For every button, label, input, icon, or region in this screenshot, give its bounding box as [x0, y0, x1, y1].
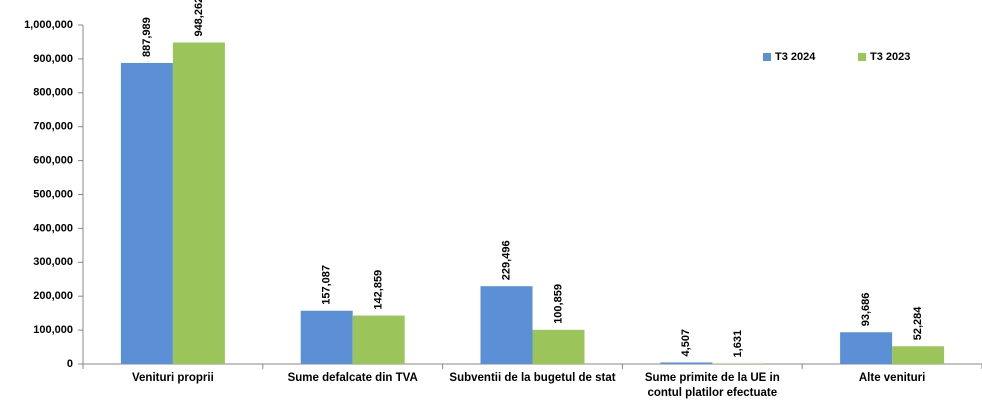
legend-swatch	[858, 53, 866, 61]
y-tick-label: 400,000	[33, 222, 73, 234]
x-tick-label: Subventii de la bugetul de stat	[449, 372, 616, 384]
bar	[660, 362, 713, 364]
data-label: 4,507	[680, 329, 692, 357]
y-tick-label: 1,000,000	[24, 19, 73, 31]
x-tick-label: Sume primite de la UE in contul platilor…	[644, 372, 780, 399]
y-tick-label: 0	[67, 358, 73, 370]
y-tick-label: 200,000	[33, 290, 73, 302]
legend-swatch	[763, 53, 771, 61]
y-tick-label: 100,000	[33, 324, 73, 336]
bar	[480, 286, 533, 364]
bar	[352, 315, 405, 364]
x-tick-label: Alte venituri	[858, 372, 926, 384]
x-tick-label: Venituri proprii	[131, 372, 214, 384]
y-tick-label: 300,000	[33, 256, 73, 268]
bar	[840, 332, 893, 364]
data-label: 142,859	[373, 270, 385, 310]
data-label: 52,284	[912, 306, 924, 341]
data-label: 93,686	[860, 293, 872, 327]
data-label: 948,262	[193, 0, 205, 37]
data-label: 157,087	[321, 265, 333, 305]
y-tick-label: 600,000	[33, 155, 73, 167]
data-label: 100,859	[552, 284, 564, 324]
data-label: 887,989	[141, 17, 153, 57]
bar	[300, 310, 353, 364]
data-label: 229,496	[500, 240, 512, 280]
bar	[712, 363, 765, 364]
data-label: 1,631	[732, 330, 744, 358]
bar	[892, 346, 945, 364]
x-tick-label: Sume defalcate din TVA	[287, 372, 418, 384]
y-tick-label: 500,000	[33, 188, 73, 200]
y-tick-label: 800,000	[33, 87, 73, 99]
bar	[172, 42, 225, 364]
bar	[120, 62, 173, 364]
legend-label: T3 2024	[775, 51, 816, 63]
y-tick-label: 700,000	[33, 121, 73, 133]
bar	[532, 329, 585, 364]
legend-label: T3 2023	[870, 51, 910, 63]
y-tick-label: 900,000	[33, 53, 73, 65]
